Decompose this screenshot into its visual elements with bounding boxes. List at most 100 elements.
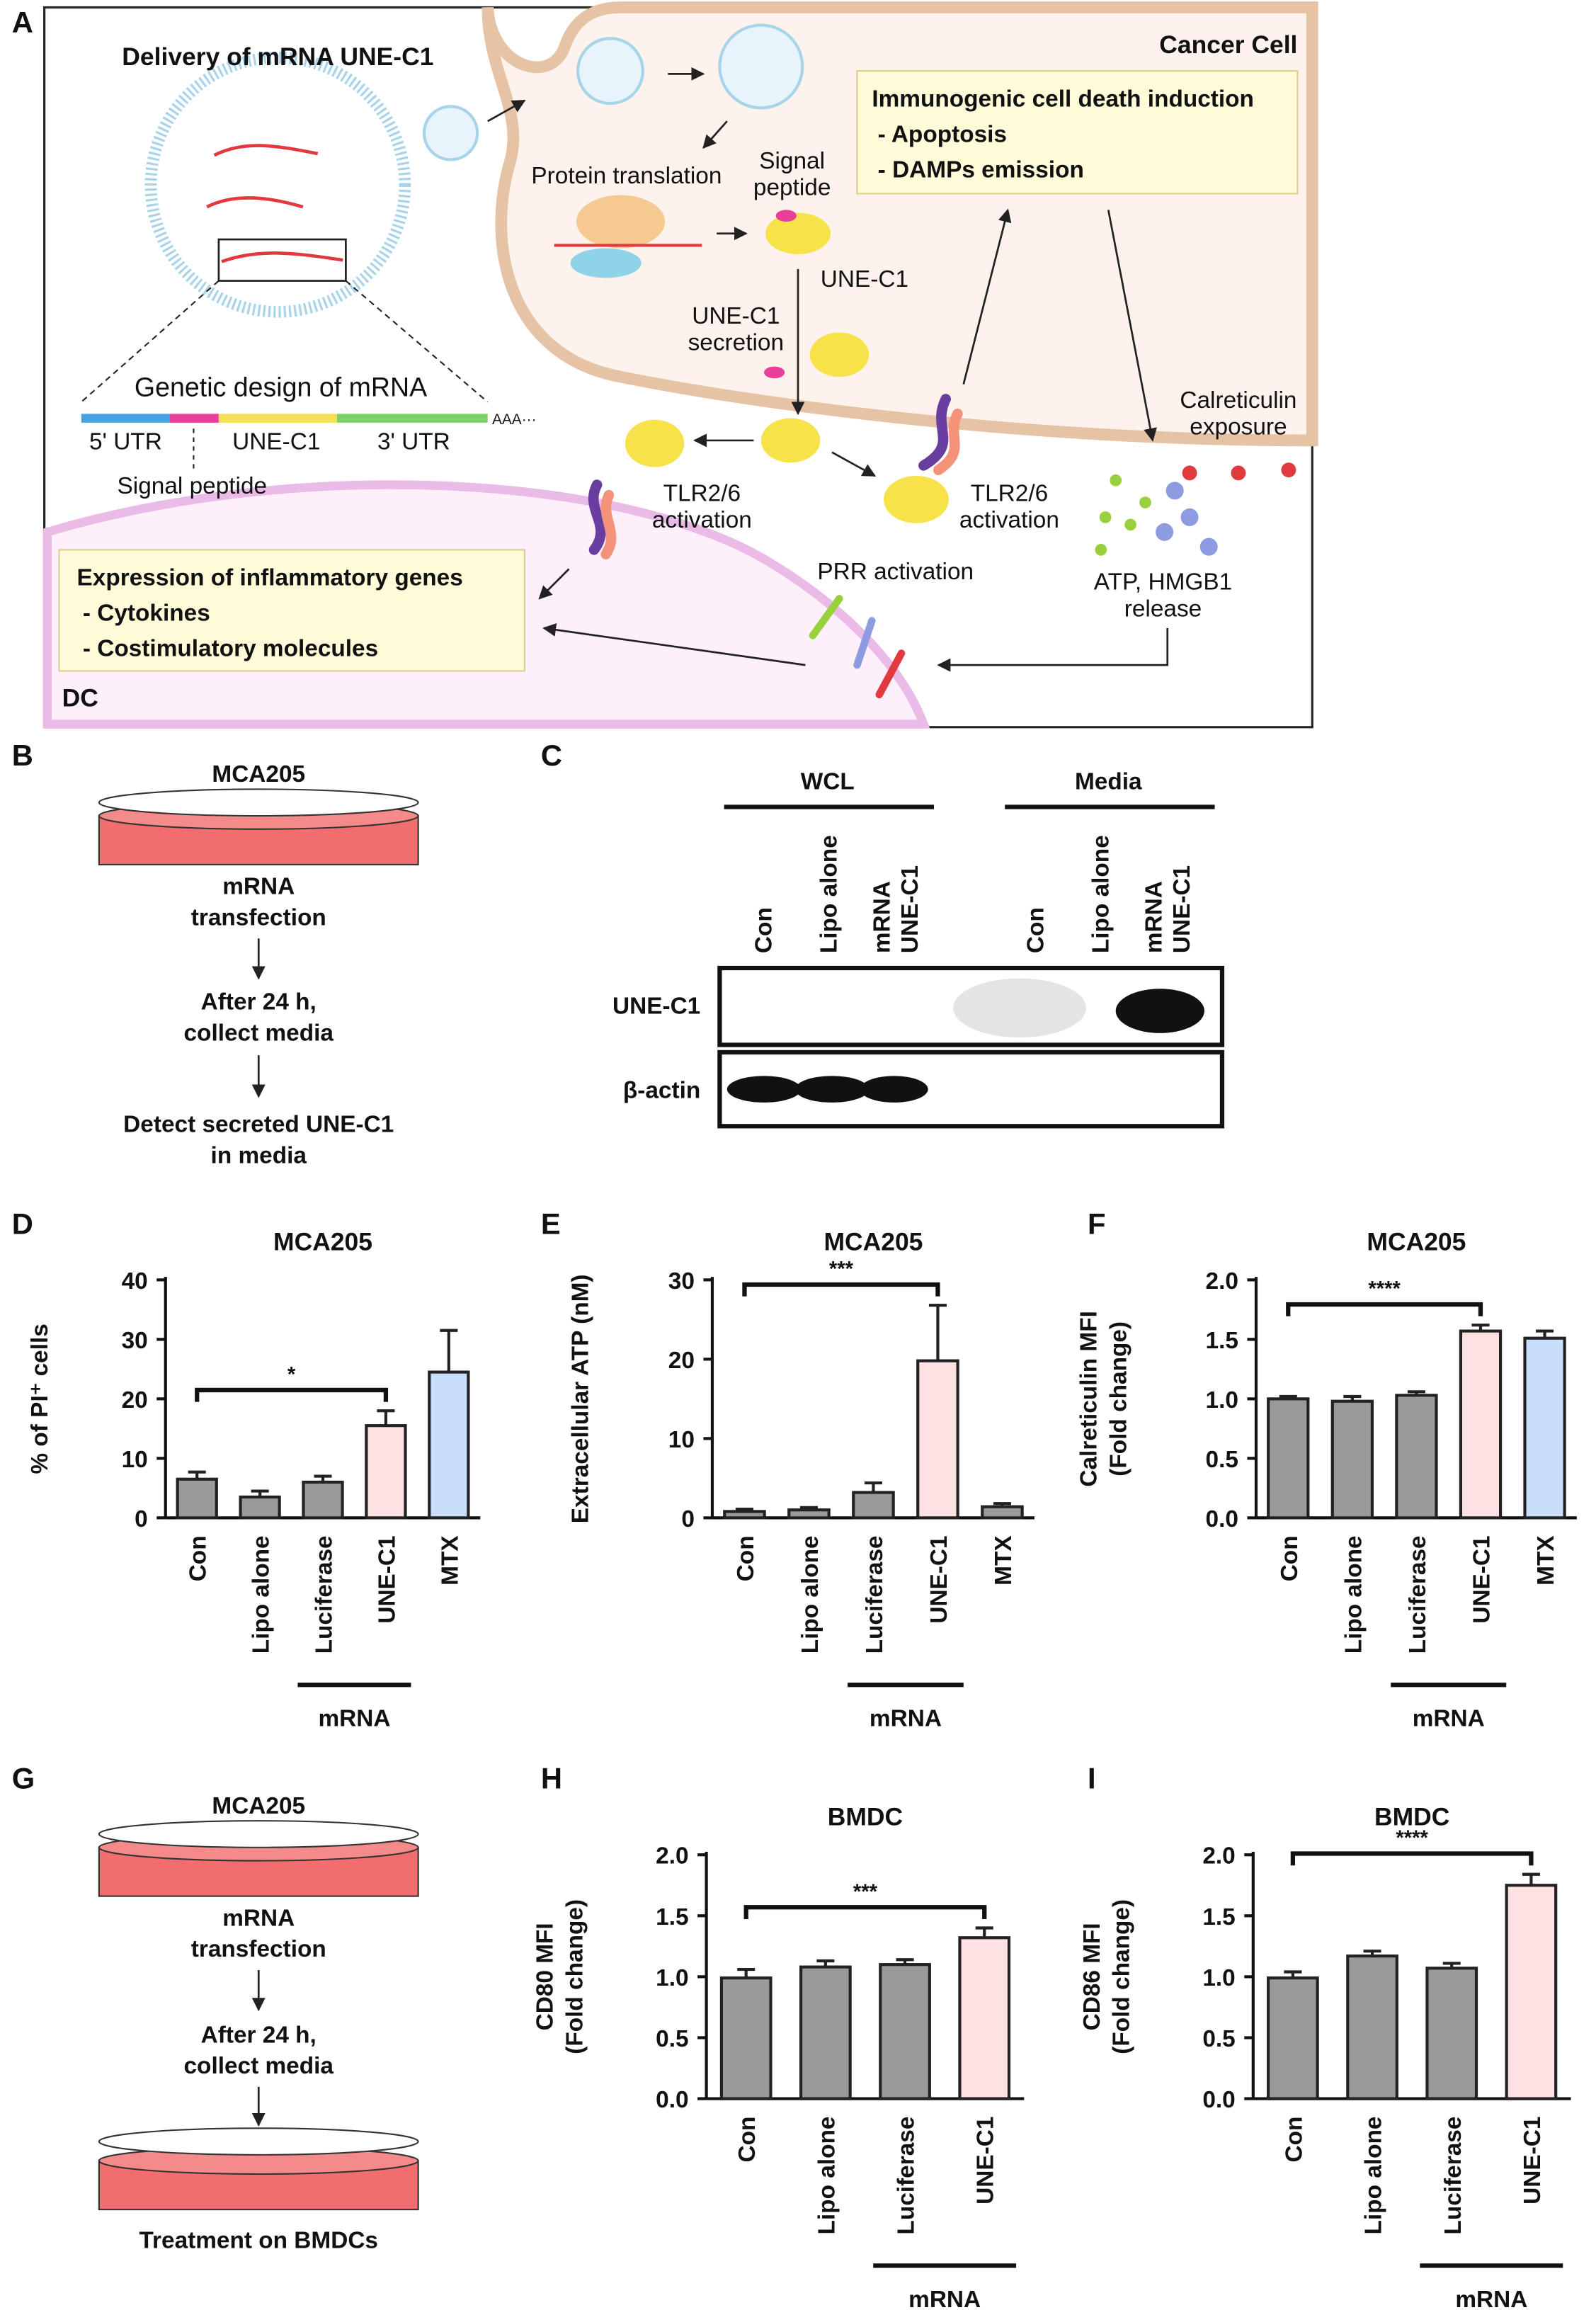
line: (Fold change) bbox=[1105, 1321, 1132, 1477]
panel-letter: D bbox=[12, 1207, 33, 1241]
y-tick-label: 1.5 bbox=[1206, 1328, 1238, 1354]
dishes bbox=[98, 788, 419, 2211]
band bbox=[726, 1076, 802, 1103]
bar bbox=[239, 1495, 281, 1520]
dish-lid bbox=[98, 2127, 419, 2156]
line: After 24 h, bbox=[201, 989, 317, 1015]
x-tick-label: UNE-C1 bbox=[973, 2117, 999, 2204]
ribosome bbox=[576, 195, 666, 249]
title: Delivery of mRNA UNE-C1 bbox=[122, 42, 433, 71]
y-axis-label: CD80 MFI (Fold change) bbox=[532, 1899, 588, 2054]
x-tick-label: Lipo alone bbox=[249, 1535, 275, 1654]
bar bbox=[365, 1424, 407, 1520]
line: UNE-C1 bbox=[692, 303, 780, 329]
chart-title: MCA205 bbox=[273, 1228, 372, 1256]
ribosome bbox=[570, 248, 642, 278]
line: UNE-C1 bbox=[897, 865, 923, 953]
icd-box bbox=[856, 70, 1299, 195]
panel-letter: B bbox=[12, 739, 33, 772]
line: Lipo alone bbox=[816, 835, 842, 953]
x-tick-label: Con bbox=[733, 1535, 759, 1581]
x-tick-label: UNE-C1 bbox=[1469, 1535, 1495, 1623]
line: secretion bbox=[688, 330, 784, 356]
utr3-bar bbox=[336, 414, 488, 423]
line: - Cytokines bbox=[83, 601, 210, 627]
group-label: mRNA bbox=[318, 1706, 390, 1732]
line: ATP, HMGB1 bbox=[1094, 569, 1232, 596]
significance-bracket bbox=[742, 1282, 940, 1297]
signal-peptide bbox=[775, 210, 797, 222]
line: Signal bbox=[759, 148, 825, 174]
bar bbox=[428, 1370, 470, 1520]
y-tick-label: 2.0 bbox=[656, 1843, 688, 1870]
line: mRNA bbox=[222, 874, 295, 900]
lane-label: Con bbox=[751, 907, 777, 953]
bar bbox=[787, 1508, 831, 1520]
significance-bracket bbox=[743, 1905, 987, 1919]
label: Calreticulin exposure bbox=[1180, 387, 1296, 440]
x-tick-label: Luciferase bbox=[312, 1535, 338, 1654]
bar bbox=[852, 1491, 895, 1520]
line: - Costimulatory molecules bbox=[83, 636, 378, 662]
lane-label: Con bbox=[1022, 907, 1049, 953]
bar bbox=[1523, 1336, 1566, 1520]
chart-title: BMDC bbox=[1374, 1802, 1449, 1831]
significance-bracket bbox=[1286, 1302, 1483, 1316]
line: mRNA bbox=[1141, 881, 1167, 953]
error-bar bbox=[928, 1304, 947, 1361]
error-bar bbox=[377, 1409, 395, 1426]
bar bbox=[958, 1936, 1011, 2100]
liposome bbox=[144, 52, 411, 318]
error-bar bbox=[993, 1502, 1011, 1507]
bar bbox=[1395, 1394, 1438, 1520]
significance-label: *** bbox=[829, 1258, 854, 1280]
error-bar bbox=[1279, 1394, 1297, 1399]
y-tick-label: 0 bbox=[135, 1506, 148, 1532]
chart-title: BMDC bbox=[828, 1802, 903, 1831]
x-tick-label: Con bbox=[1281, 2117, 1307, 2163]
mrna bbox=[206, 144, 343, 263]
line: transfection bbox=[191, 904, 326, 931]
line: activation bbox=[959, 507, 1059, 533]
tlr bbox=[588, 394, 963, 559]
y-tick-label: 20 bbox=[668, 1348, 695, 1374]
line: Con bbox=[751, 907, 777, 953]
error-bar bbox=[896, 1958, 914, 1965]
utr5-bar bbox=[81, 414, 171, 423]
x-tick-label: UNE-C1 bbox=[926, 1535, 952, 1623]
y-tick-label: 2.0 bbox=[1202, 1843, 1235, 1870]
x-tick-label: Lipo alone bbox=[797, 1535, 823, 1654]
line: - DAMPs emission bbox=[878, 157, 1084, 183]
x-tick-label: Luciferase bbox=[1405, 1535, 1431, 1654]
y-tick-label: 0.0 bbox=[656, 2087, 688, 2113]
expression-box bbox=[58, 549, 525, 672]
group-label: WCL bbox=[801, 768, 855, 795]
y-axis-label: % of PI⁺ cells bbox=[27, 1324, 53, 1474]
line: Detect secreted UNE-C1 bbox=[123, 1112, 394, 1138]
line: Lipo alone bbox=[1088, 835, 1114, 953]
error-bar bbox=[816, 1959, 835, 1967]
significance-label: **** bbox=[1368, 1278, 1401, 1300]
significance-label: * bbox=[287, 1363, 296, 1386]
label: After 24 h, collect media bbox=[184, 989, 334, 1046]
bar bbox=[981, 1505, 1024, 1520]
x-tick-label: Lipo alone bbox=[1340, 1535, 1367, 1654]
bar bbox=[1505, 1884, 1558, 2100]
x-tick-label: Con bbox=[186, 1535, 212, 1581]
label: TLR2/6 activation bbox=[652, 480, 752, 533]
x-tick-label: MTX bbox=[437, 1535, 463, 1585]
x-tick-label: Lipo alone bbox=[1361, 2117, 1387, 2235]
error-bar bbox=[1442, 1962, 1461, 1969]
band bbox=[794, 1076, 870, 1103]
panel-letter: C bbox=[541, 739, 562, 772]
y-tick-label: 2.0 bbox=[1206, 1268, 1238, 1295]
bar bbox=[1267, 1976, 1319, 2100]
y-axis-label: CD86 MFI (Fold change) bbox=[1079, 1899, 1135, 2054]
line: Immunogenic cell death induction bbox=[872, 86, 1254, 112]
label: PRR activation bbox=[817, 559, 974, 585]
label: ATP, HMGB1 release bbox=[1094, 569, 1232, 622]
label: 3' UTR bbox=[377, 428, 450, 455]
y-tick-label: 0.0 bbox=[1206, 1506, 1238, 1532]
prr bbox=[809, 595, 906, 699]
